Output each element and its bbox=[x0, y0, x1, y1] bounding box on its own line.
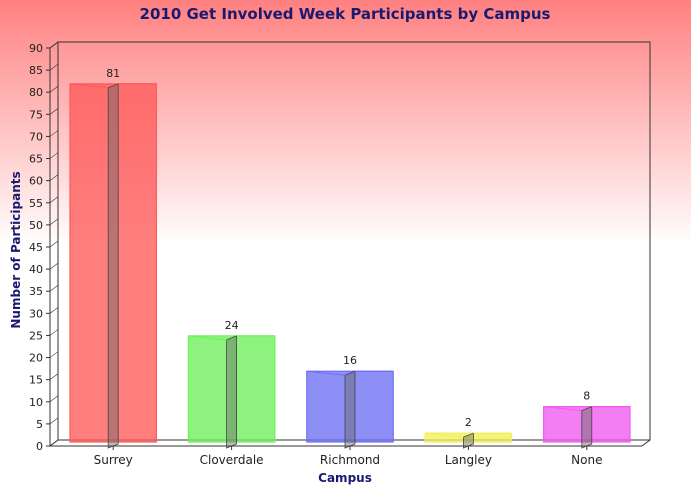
floor-right-edge bbox=[641, 439, 651, 447]
y-tick-label: 25 bbox=[29, 329, 43, 342]
bar-depth-face bbox=[462, 432, 474, 449]
y-tick-label: 40 bbox=[29, 263, 43, 276]
y-tick-label: 80 bbox=[29, 86, 43, 99]
y-tick-wall bbox=[49, 85, 59, 93]
y-tick-label: 30 bbox=[29, 307, 43, 320]
y-tick-wall bbox=[49, 130, 59, 137]
y-tick-label: 0 bbox=[36, 440, 43, 453]
y-tick-label: 35 bbox=[29, 285, 43, 298]
bar-top-edge bbox=[306, 370, 346, 376]
x-axis-title: Campus bbox=[318, 471, 372, 485]
bar-group: 2 bbox=[424, 416, 513, 449]
y-tick-label: 55 bbox=[29, 197, 43, 210]
y-tick-wall bbox=[49, 152, 59, 159]
y-tick-wall bbox=[49, 196, 59, 204]
y-tick-wall bbox=[49, 218, 59, 226]
bar-depth-face bbox=[344, 370, 356, 449]
y-tick-label: 15 bbox=[29, 374, 43, 387]
bar-top-edge bbox=[543, 406, 582, 412]
data-label: 16 bbox=[343, 354, 357, 367]
y-tick-wall bbox=[49, 262, 59, 270]
y-tick-label: 50 bbox=[29, 219, 43, 232]
plot-area: 0 5 10 15 20 25 30 35 40 45 50 55 60 65 70 75 80 85 90 81 Su… bbox=[29, 41, 651, 467]
y-tick-wall bbox=[49, 41, 59, 49]
y-axis-title: Number of Participants bbox=[9, 171, 23, 328]
chart-title: 2010 Get Involved Week Participants by C… bbox=[140, 5, 551, 23]
y-tick-label: 45 bbox=[29, 241, 43, 254]
y-tick-wall bbox=[49, 63, 59, 71]
y-tick-label: 20 bbox=[29, 352, 43, 365]
y-tick-label: 85 bbox=[29, 64, 43, 77]
bar bbox=[424, 432, 513, 443]
data-label: 24 bbox=[225, 319, 239, 332]
y-tick-label: 75 bbox=[29, 108, 43, 121]
bar-top-edge bbox=[425, 432, 464, 438]
y-tick-wall bbox=[49, 373, 59, 380]
y-tick-label: 5 bbox=[36, 418, 43, 431]
y-tick-wall bbox=[49, 439, 59, 447]
y-tick-label: 70 bbox=[29, 130, 43, 143]
data-label: 81 bbox=[106, 67, 120, 80]
y-tick-wall bbox=[49, 351, 59, 358]
y-tick-wall bbox=[49, 395, 59, 403]
bar bbox=[542, 406, 631, 443]
bar-depth-face bbox=[581, 406, 593, 449]
x-tick-label: Langley bbox=[445, 453, 492, 467]
y-tick-label: 65 bbox=[29, 153, 43, 166]
data-label: 8 bbox=[583, 390, 590, 403]
y-tick-wall bbox=[49, 307, 59, 314]
bar-group: 24 bbox=[187, 319, 276, 449]
x-tick-label: None bbox=[571, 453, 602, 467]
y-tick-wall bbox=[49, 108, 59, 115]
bar bbox=[306, 370, 394, 443]
y-tick-wall bbox=[49, 240, 59, 248]
bar-top-edge bbox=[188, 335, 227, 341]
bar-group: 16 bbox=[306, 354, 394, 449]
y-tick-wall bbox=[49, 174, 59, 181]
y-tick-label: 60 bbox=[29, 175, 43, 188]
y-tick-label: 10 bbox=[29, 396, 43, 409]
x-tick-label: Cloverdale bbox=[200, 453, 264, 467]
bar-depth-face bbox=[226, 335, 238, 449]
x-tick-label: Richmond bbox=[320, 453, 380, 467]
x-tick-label: Surrey bbox=[94, 453, 133, 467]
bar-group: 8 bbox=[542, 390, 631, 449]
y-tick-label: 90 bbox=[29, 42, 43, 55]
data-label: 2 bbox=[465, 416, 472, 429]
y-tick-wall bbox=[49, 417, 59, 425]
bar bbox=[187, 335, 276, 443]
bar-top-edge bbox=[69, 83, 109, 89]
bar-depth-face bbox=[107, 83, 119, 449]
y-tick-wall bbox=[49, 329, 59, 336]
bar bbox=[69, 83, 158, 443]
y-tick-wall bbox=[49, 284, 59, 292]
bar-group: 81 bbox=[69, 67, 158, 449]
